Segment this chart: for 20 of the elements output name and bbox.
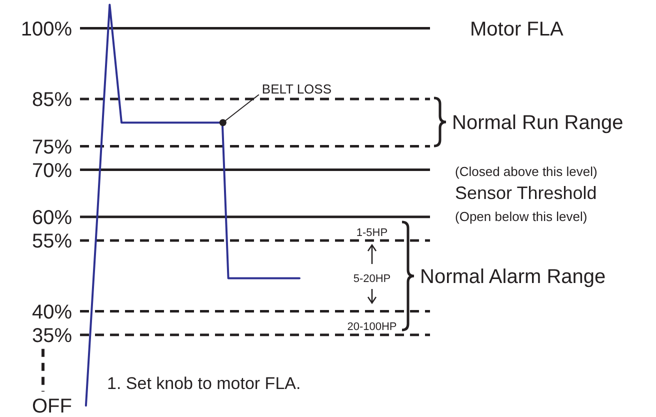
annotation: 1. Set knob to motor FLA.	[107, 374, 301, 393]
text: (Open below this level)	[455, 209, 588, 224]
y-tick-label: 40%	[32, 301, 72, 324]
annotation: 5-20HP	[353, 273, 391, 285]
y-tick-label: 60%	[32, 207, 72, 230]
y-tick-label: OFF	[32, 396, 72, 417]
annotation: Normal Alarm Range	[420, 266, 606, 288]
y-tick-label: 70%	[32, 160, 72, 182]
y-tick-label: 35%	[32, 324, 72, 347]
y-tick-label: 100%	[20, 18, 72, 40]
y-tick-label: 75%	[32, 136, 72, 158]
text: Normal Run Range	[452, 112, 624, 134]
text: Sensor Threshold	[455, 183, 597, 203]
text: (Closed above this level)	[455, 164, 598, 179]
y-tick-label: 55%	[32, 230, 72, 253]
ref-line-label: Motor FLA	[470, 18, 564, 40]
y-tick-label: 85%	[32, 89, 72, 112]
annotation: BELT LOSS	[262, 82, 332, 97]
annotation: 1-5HP	[356, 227, 388, 239]
annotation: 20-100HP	[347, 321, 397, 333]
